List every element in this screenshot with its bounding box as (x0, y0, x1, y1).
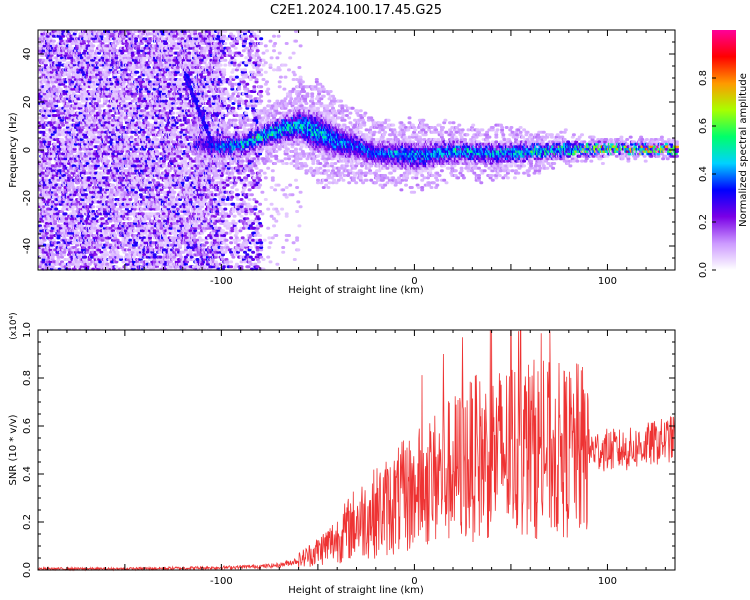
spectrogram-cell (42, 212, 47, 216)
spectrogram-cell (151, 193, 156, 197)
spectrogram-cell (113, 234, 118, 237)
spectrogram-cell (39, 202, 44, 206)
spectrogram-cell (101, 219, 106, 223)
spectrogram-cell (41, 260, 46, 264)
spectrogram-cell (51, 39, 56, 43)
spectrogram-cell (38, 37, 42, 41)
spectrogram-cell (40, 150, 45, 153)
spectrogram-cell (135, 195, 140, 199)
spectrogram-cell (40, 34, 45, 38)
spectrogram-cell (128, 246, 133, 249)
spectrogram-cell (41, 58, 46, 62)
spectrogram-cell (39, 44, 44, 48)
spectrogram-cell (40, 66, 45, 69)
spectrogram-cell (38, 224, 42, 228)
spectrogram-cell (128, 217, 133, 221)
spectrogram-cell (40, 246, 45, 249)
chart-title: C2E1.2024.100.17.45.G25 (270, 3, 442, 18)
spectrogram-cell (51, 253, 56, 257)
spectrogram-cell (63, 212, 68, 216)
spectrogram-cell (79, 214, 84, 218)
spectrogram-cell (39, 145, 44, 149)
spectrogram-cell (61, 123, 66, 127)
spectrogram-cell (39, 262, 44, 266)
spectrogram-cell (56, 255, 61, 259)
spectrogram-cell (41, 130, 46, 134)
spectrogram-cell (38, 46, 42, 50)
spectrogram-cell (76, 231, 81, 235)
spectrogram-cell (39, 78, 44, 81)
spectrogram-cell (152, 253, 157, 257)
spectrogram-cell (42, 238, 47, 242)
spectrogram-cell (83, 255, 88, 259)
spectrogram-cell (40, 135, 45, 139)
spectrogram-cell (115, 250, 120, 254)
spectrogram-cell (41, 138, 46, 141)
spectrogram-cell (40, 118, 45, 122)
spectrogram-cell (41, 73, 46, 77)
spectrogram-cell (41, 114, 46, 117)
spectrogram-cell (105, 253, 110, 257)
spectrogram-cell (41, 258, 46, 261)
spectrogram-cell (40, 121, 45, 125)
spectrogram-cell (44, 133, 49, 137)
spectrogram-cell (38, 97, 42, 101)
spectrogram-cell (38, 49, 42, 53)
spectrogram-cell (41, 234, 46, 237)
spectrogram-cell (39, 169, 44, 173)
spectrogram-cell (40, 30, 45, 33)
spectrogram-cell (38, 188, 42, 192)
spectrogram-cell (40, 116, 45, 120)
spectrogram-cell (38, 178, 42, 182)
spectrogram-cell (46, 229, 51, 233)
spectrogram-cell (119, 255, 124, 259)
spectrogram-cell (91, 44, 96, 48)
spectrogram-cell (123, 159, 128, 163)
spectrogram-cell (39, 186, 44, 189)
spectrogram-cell (40, 54, 45, 57)
spectrogram-cell (38, 265, 42, 269)
spectrogram-cell (42, 255, 47, 259)
spectrogram-cell (106, 159, 111, 163)
spectrogram-cell (130, 130, 135, 134)
spectrogram-cell (129, 135, 134, 139)
spectrogram-cell (41, 126, 46, 129)
spectrogram-cell (135, 70, 140, 74)
spectrogram-cell (39, 217, 44, 221)
spectrogram-cell (39, 82, 44, 86)
spectrogram-cell (91, 205, 96, 209)
spectrogram-cell (54, 207, 59, 211)
spectrogram-cell (107, 114, 112, 117)
spectrogram-cell (39, 226, 44, 230)
spectrogram-cell (135, 154, 140, 158)
spectrogram-cell (127, 97, 132, 101)
spectrogram-cell (40, 241, 45, 245)
spectrogram-cell (41, 102, 46, 105)
spectrogram-cell (108, 109, 113, 113)
spectrogram-cell (41, 198, 46, 201)
spectrogram-cell (38, 42, 42, 45)
spectrogram-cell (40, 39, 45, 43)
spectrogram-cell (42, 183, 47, 187)
spectrogram-cells (38, 30, 679, 271)
